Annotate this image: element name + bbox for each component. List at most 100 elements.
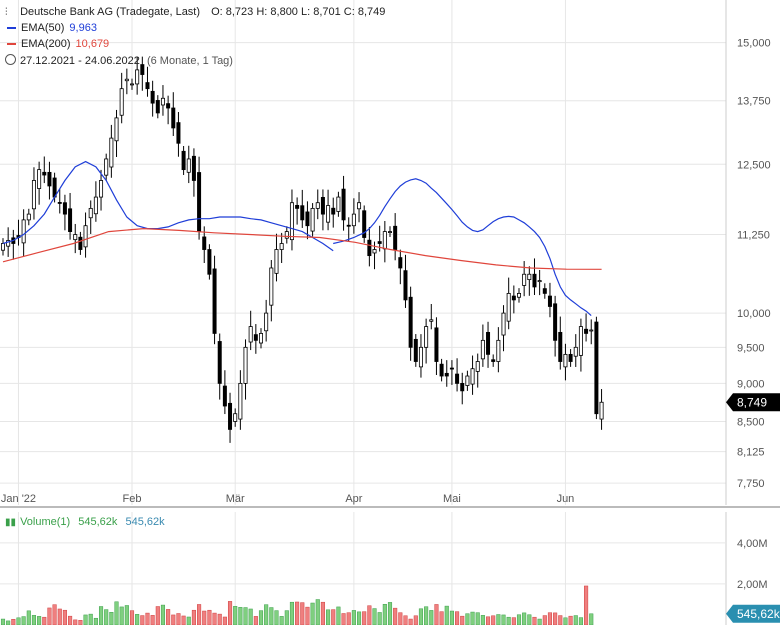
candle-body xyxy=(444,372,449,377)
candle xyxy=(135,56,140,95)
volume-bar xyxy=(26,610,31,625)
volume-bar xyxy=(295,601,300,625)
candle-body xyxy=(480,339,485,360)
candle xyxy=(341,175,346,231)
volume-bar xyxy=(584,585,589,625)
candle xyxy=(346,217,351,242)
candle xyxy=(553,295,558,357)
candle-body xyxy=(408,296,413,348)
volume-bar xyxy=(16,617,21,625)
legend-ema200[interactable]: EMA(200) 10,679 xyxy=(5,38,109,51)
volume-bar xyxy=(506,616,511,625)
candle xyxy=(222,370,227,415)
candle xyxy=(460,372,465,405)
candle-body xyxy=(202,236,207,250)
candle xyxy=(233,408,238,427)
candle-body xyxy=(320,196,325,215)
candle-body xyxy=(83,225,88,248)
volume-bar xyxy=(439,611,444,625)
candle xyxy=(300,189,305,228)
candle-body xyxy=(99,180,104,198)
x-tick-label: Jun xyxy=(557,493,575,505)
volume-bar xyxy=(387,602,393,625)
candle xyxy=(393,213,398,261)
volume-bar xyxy=(150,615,155,625)
candle-body xyxy=(186,158,191,173)
candle-body xyxy=(233,413,238,422)
volume-bar xyxy=(527,614,532,625)
volume-bar xyxy=(243,607,248,625)
candle-body xyxy=(527,273,532,281)
volume-bar xyxy=(362,611,367,625)
volume-bar xyxy=(124,605,129,625)
instrument-title: Deutsche Bank AG (Tradegate, Last) xyxy=(20,6,201,18)
candle xyxy=(532,258,537,296)
candle-body xyxy=(279,243,284,250)
x-tick-label: Feb xyxy=(123,493,142,505)
volume-bar xyxy=(202,610,207,625)
candle-body xyxy=(129,83,134,86)
volume-bar xyxy=(109,612,114,625)
candle-body xyxy=(269,267,274,306)
candle xyxy=(408,286,413,361)
volume-bar xyxy=(269,607,274,625)
candle-body xyxy=(522,273,527,286)
legend-range[interactable]: 27.12.2021 - 24.06.2022 (6 Monate, 1 Tag… xyxy=(5,54,233,68)
volume-bar xyxy=(73,619,78,625)
candle-body xyxy=(424,326,429,348)
candle xyxy=(171,92,176,136)
candle-body xyxy=(341,188,346,221)
volume-bar xyxy=(310,602,315,625)
candle xyxy=(68,192,73,240)
volume-bar xyxy=(449,610,454,625)
candle xyxy=(31,167,36,220)
candle xyxy=(357,192,362,223)
candle xyxy=(114,109,119,157)
volume-bar xyxy=(222,616,227,625)
candle-body xyxy=(367,239,372,257)
candle-body xyxy=(491,359,496,362)
candle xyxy=(434,317,439,375)
candle-body xyxy=(119,88,124,116)
last-volume-tag xyxy=(726,604,780,623)
volume-bar xyxy=(480,615,485,625)
candle xyxy=(563,343,568,381)
candle xyxy=(207,244,212,280)
volume-bar xyxy=(191,609,196,625)
volume-bar xyxy=(568,615,573,625)
candle xyxy=(145,66,150,97)
candle-body xyxy=(553,303,558,341)
volume-bar xyxy=(547,612,553,625)
candle xyxy=(424,318,429,364)
volume-bar xyxy=(485,616,491,625)
candle xyxy=(228,392,233,443)
volume-bars-icon: ▮▮ xyxy=(5,517,17,528)
legend-volume[interactable]: ▮▮ Volume(1) 545,62k 545,62k xyxy=(5,516,165,529)
volume-bar xyxy=(434,604,439,625)
candle-body xyxy=(331,207,336,215)
candle xyxy=(269,260,274,322)
candle-body xyxy=(191,155,196,181)
legend-ema50[interactable]: EMA(50) 9,963 xyxy=(5,22,97,35)
volume-bar xyxy=(181,615,186,625)
candle xyxy=(506,277,511,330)
candle-body xyxy=(109,137,114,168)
candle xyxy=(264,299,269,342)
candle-body xyxy=(465,375,470,386)
volume-bar xyxy=(300,602,305,625)
candle-body xyxy=(537,280,542,283)
candle xyxy=(475,353,480,388)
y-tick-label: 8,125 xyxy=(737,447,765,459)
y-tick-label: 12,500 xyxy=(737,159,771,171)
volume-bar xyxy=(331,609,336,625)
ema50-line-head xyxy=(2,160,334,252)
candle xyxy=(295,197,300,225)
candle xyxy=(486,321,491,368)
candle xyxy=(387,226,392,237)
candle-body xyxy=(470,368,475,385)
volume-bar xyxy=(6,620,11,625)
candle-body xyxy=(274,249,279,274)
candle-body xyxy=(568,353,573,362)
candle xyxy=(501,305,506,352)
candle xyxy=(413,334,418,367)
